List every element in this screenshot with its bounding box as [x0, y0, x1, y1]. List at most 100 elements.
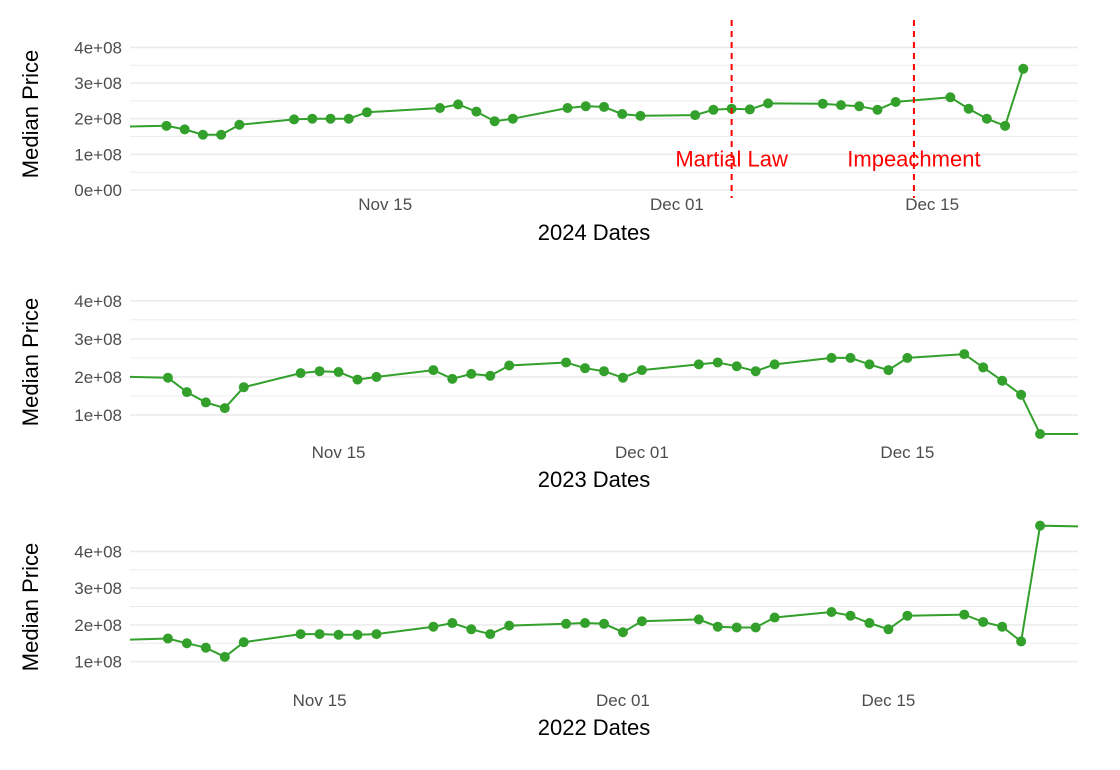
- data-point: [314, 629, 325, 640]
- y-tick-label: 1e+08: [74, 406, 122, 425]
- y-tick-label: 0e+00: [74, 181, 122, 200]
- data-point: [826, 607, 837, 618]
- data-point: [216, 129, 227, 140]
- data-point: [708, 104, 719, 115]
- data-point: [731, 361, 742, 372]
- y-tick-label: 2e+08: [74, 368, 122, 387]
- chart-panel: 1e+08 2e+08 3e+08 4e+08 Nov 15 Dec 01 Dec 15 20…: [18, 520, 1079, 740]
- data-point: [981, 113, 992, 124]
- data-point: [466, 368, 477, 379]
- data-point: [635, 110, 646, 121]
- data-point: [295, 629, 306, 640]
- data-point: [890, 96, 901, 107]
- data-point: [580, 618, 591, 629]
- data-point: [978, 616, 989, 627]
- data-point: [902, 352, 913, 363]
- data-point: [428, 621, 439, 632]
- data-point: [883, 365, 894, 376]
- data-point: [179, 124, 190, 135]
- data-point: [471, 106, 482, 117]
- data-point: [343, 113, 354, 124]
- x-tick-label: Dec 01: [650, 195, 704, 214]
- y-tick-label: 1e+08: [74, 653, 122, 672]
- data-point: [234, 119, 245, 130]
- data-point: [693, 359, 704, 370]
- data-point: [1000, 120, 1011, 131]
- x-tick-label: Dec 01: [596, 691, 650, 710]
- data-point: [162, 372, 173, 383]
- data-point: [314, 366, 325, 377]
- data-point: [181, 638, 192, 649]
- x-axis-title: 2022 Dates: [538, 715, 651, 740]
- data-point: [200, 397, 211, 408]
- data-point: [1016, 389, 1027, 400]
- data-point: [636, 365, 647, 376]
- data-point: [945, 92, 956, 103]
- y-axis-title: Median Price: [18, 543, 43, 671]
- data-point: [763, 98, 774, 109]
- event-label: Impeachment: [847, 146, 980, 171]
- x-axis-title: 2024 Dates: [538, 220, 651, 245]
- x-tick-label: Nov 15: [312, 443, 366, 462]
- data-point: [197, 129, 208, 140]
- series-line: [129, 353, 1078, 435]
- data-point: [997, 621, 1008, 632]
- x-tick-label: Dec 15: [905, 195, 959, 214]
- data-point: [325, 113, 336, 124]
- data-point: [295, 368, 306, 379]
- data-point: [599, 101, 609, 112]
- data-point: [854, 101, 865, 112]
- data-point: [959, 609, 970, 620]
- data-point: [504, 360, 515, 371]
- data-point: [580, 101, 591, 112]
- data-point: [428, 365, 439, 376]
- data-point: [362, 107, 372, 118]
- data-point: [352, 374, 363, 385]
- event-label: Martial Law: [675, 146, 788, 171]
- data-point: [219, 403, 230, 414]
- y-tick-label: 3e+08: [74, 74, 122, 93]
- data-point: [371, 629, 382, 640]
- x-tick-label: Dec 01: [615, 443, 669, 462]
- data-point: [307, 113, 318, 124]
- data-point: [238, 382, 249, 393]
- data-point: [580, 363, 591, 374]
- chart-panel: 0e+00 1e+08 2e+08 3e+08 4e+08 Nov 15 Dec 01 Dec…: [18, 20, 1078, 245]
- x-axis-title: 2023 Dates: [538, 467, 651, 492]
- data-point: [485, 370, 496, 381]
- data-point: [561, 357, 572, 368]
- data-point: [371, 371, 382, 382]
- data-point: [447, 618, 458, 629]
- data-point: [864, 618, 875, 629]
- data-point: [769, 612, 780, 623]
- data-point: [219, 651, 230, 662]
- data-point: [744, 104, 755, 115]
- data-point: [636, 616, 647, 627]
- y-tick-label: 4e+08: [74, 292, 122, 311]
- data-point: [617, 372, 628, 383]
- data-point: [690, 110, 701, 121]
- data-point: [617, 109, 628, 120]
- series-line: [129, 524, 1079, 659]
- data-point: [902, 610, 913, 621]
- data-point: [817, 98, 828, 109]
- data-point: [712, 357, 723, 368]
- data-point: [769, 359, 780, 370]
- data-point: [238, 637, 249, 648]
- data-point: [750, 366, 761, 377]
- data-point: [617, 627, 628, 638]
- data-point: [561, 618, 572, 629]
- x-tick-label: Nov 15: [358, 195, 412, 214]
- y-tick-label: 4e+08: [74, 38, 122, 57]
- data-point: [200, 642, 211, 653]
- data-point: [978, 362, 989, 373]
- data-point: [504, 620, 515, 631]
- data-point: [1018, 63, 1029, 74]
- data-point: [1035, 429, 1046, 439]
- data-point: [485, 629, 496, 640]
- data-point: [864, 359, 875, 370]
- data-point: [883, 624, 894, 635]
- data-point: [447, 373, 458, 384]
